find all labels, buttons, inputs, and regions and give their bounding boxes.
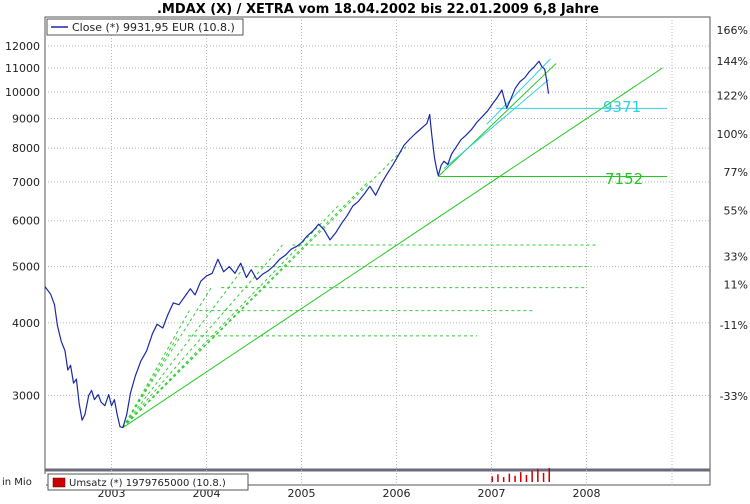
y-axis-left: 3000 4000 5000 6000 7000 8000 9000 10000 11000 12… bbox=[5, 40, 40, 402]
volume-bar bbox=[514, 475, 516, 482]
volume-bar bbox=[508, 473, 511, 482]
plot-area-border bbox=[44, 16, 711, 486]
y-tick-label-right: -33% bbox=[720, 390, 748, 403]
legend-price-box bbox=[46, 18, 244, 36]
chart-title: .MDAX (X) / XETRA vom 18.04.2002 bis 22.… bbox=[157, 2, 599, 17]
legend-volume: Umsatz (*) 1979765000 (10.8.) bbox=[47, 473, 249, 491]
y-tick-label-right: -11% bbox=[720, 319, 748, 332]
volume-bar bbox=[531, 470, 533, 482]
price-line bbox=[44, 60, 550, 429]
trendline-fan bbox=[122, 287, 212, 428]
y-tick-label-right: 166% bbox=[717, 24, 748, 37]
trendline-fan bbox=[122, 244, 283, 428]
y-tick-label-right: 144% bbox=[717, 55, 748, 68]
annotations: 9371 7152 bbox=[603, 98, 643, 188]
legend-volume-box bbox=[47, 473, 249, 491]
legend-price: Close (*) 9931,95 EUR (10.8.) bbox=[46, 18, 244, 36]
trendline-main bbox=[122, 67, 663, 429]
y-tick-label-right: 55% bbox=[724, 204, 748, 217]
volume-bar bbox=[548, 468, 550, 482]
volume-unit-label: in Mio bbox=[2, 477, 32, 488]
title-group: .MDAX (X) / XETRA vom 18.04.2002 bis 22.… bbox=[157, 2, 599, 17]
y-tick-label-right: 100% bbox=[717, 128, 748, 141]
trendline-7152 bbox=[437, 63, 557, 177]
y-tick-label: 12000 bbox=[5, 40, 40, 53]
y-tick-label: 3000 bbox=[12, 389, 40, 402]
trendline-fan bbox=[122, 266, 245, 428]
volume-bar bbox=[491, 476, 493, 482]
annotation-7152: 7152 bbox=[605, 170, 643, 188]
volume-bar bbox=[497, 474, 499, 482]
price-layer bbox=[44, 60, 550, 429]
y-tick-label: 5000 bbox=[12, 261, 40, 274]
x-tick-label: 2005 bbox=[288, 487, 316, 500]
trendline-cyan-1 bbox=[443, 79, 549, 169]
y-tick-label-right: 33% bbox=[724, 250, 748, 263]
y-tick-label: 9000 bbox=[12, 113, 40, 126]
legend-volume-label: Umsatz (*) 1979765000 (10.8.) bbox=[69, 478, 226, 489]
x-tick-label: 2006 bbox=[383, 487, 411, 500]
y-tick-label: 7000 bbox=[12, 176, 40, 189]
y-tick-label: 11000 bbox=[5, 62, 40, 75]
volume-bar bbox=[525, 475, 528, 482]
x-tick-label: 2008 bbox=[573, 487, 601, 500]
annotation-9371: 9371 bbox=[603, 98, 641, 116]
y-tick-label-right: 77% bbox=[724, 166, 748, 179]
trendline-fan bbox=[122, 146, 407, 428]
volume-bar bbox=[537, 468, 539, 482]
y-tick-label-right: 122% bbox=[717, 90, 748, 103]
volume-unit-group: in Mio bbox=[0, 474, 46, 488]
volume-bar bbox=[542, 472, 545, 482]
legend-volume-swatch bbox=[52, 477, 66, 488]
y-tick-label: 4000 bbox=[12, 317, 40, 330]
volume-bar bbox=[502, 477, 505, 482]
y-tick-label-right: 11% bbox=[724, 278, 748, 291]
trendline-fan bbox=[122, 335, 179, 428]
x-tick-label: 2007 bbox=[478, 487, 506, 500]
volume-unit-box bbox=[0, 474, 46, 488]
volume-bar bbox=[520, 472, 522, 482]
y-tick-label: 6000 bbox=[12, 215, 40, 228]
trendline-fan bbox=[122, 181, 369, 428]
volume-layer bbox=[491, 468, 550, 482]
y-tick-label: 10000 bbox=[5, 86, 40, 99]
legend-price-label: Close (*) 9931,95 EUR (10.8.) bbox=[72, 21, 235, 34]
grid-layer bbox=[45, 17, 710, 488]
trendline-fan bbox=[122, 310, 190, 428]
y-axis-right: 166% 144% 122% 100% 77% 55% 33% 11% -11% -33% bbox=[717, 24, 748, 403]
trendline-layer bbox=[122, 58, 668, 429]
y-tick-label: 8000 bbox=[12, 142, 40, 155]
trendline-fan bbox=[122, 204, 340, 428]
trendline-cyan-2 bbox=[486, 58, 551, 125]
